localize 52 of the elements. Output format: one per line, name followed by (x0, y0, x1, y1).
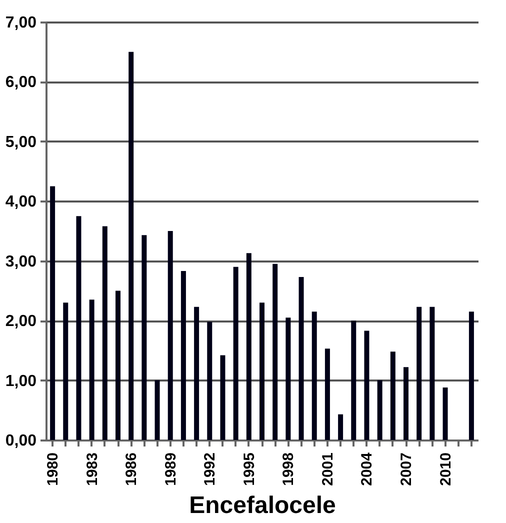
bar (390, 352, 396, 440)
bar (312, 312, 317, 440)
bar (89, 300, 94, 440)
bar (207, 322, 212, 440)
x-tick-label: 2010 (437, 452, 454, 486)
y-tick-label: 0,00 (5, 432, 37, 450)
x-tick-label: 2001 (319, 452, 336, 486)
bar (430, 306, 435, 440)
bar (116, 290, 120, 440)
bar (351, 320, 356, 440)
bar (260, 302, 264, 440)
bar (324, 348, 330, 440)
y-tick-label: 4,00 (5, 194, 37, 211)
y-tick-label: 7,00 (5, 14, 37, 32)
x-tick-label: 1989 (162, 452, 180, 486)
x-axis-title: Encefalocele (189, 492, 336, 519)
bar (286, 318, 291, 440)
bar (298, 276, 304, 440)
bar (50, 186, 56, 440)
bar (142, 235, 147, 440)
bar (272, 264, 278, 440)
bar (180, 271, 186, 440)
bar (102, 226, 108, 440)
bar (364, 330, 370, 440)
bar (194, 306, 200, 440)
x-tick-label: 1995 (240, 452, 258, 486)
bar (468, 312, 474, 440)
y-tick-label: 3,00 (5, 253, 37, 270)
bar (128, 52, 134, 440)
x-tick-label: 1983 (84, 452, 101, 486)
bar (377, 380, 382, 440)
x-tick-label: 1980 (44, 452, 62, 486)
bar (220, 355, 226, 440)
bar (154, 380, 160, 440)
x-tick-label: 2004 (358, 452, 376, 486)
bar (416, 306, 422, 440)
bar (442, 387, 448, 440)
x-tick-label: 1986 (123, 452, 140, 486)
y-tick-label: 5,00 (5, 134, 37, 151)
bar (168, 231, 173, 440)
y-tick-label: 1,00 (5, 372, 37, 390)
bar (338, 414, 344, 440)
x-tick-label: 1992 (202, 452, 219, 486)
bar (246, 253, 252, 440)
y-tick-label: 2,00 (5, 313, 37, 330)
bar (63, 302, 68, 440)
x-tick-label: 1998 (280, 452, 298, 486)
bar (76, 216, 82, 440)
y-tick-label: 6,00 (5, 74, 37, 92)
bar (404, 367, 408, 440)
x-tick-label: 2007 (398, 452, 415, 486)
bar (233, 266, 238, 440)
